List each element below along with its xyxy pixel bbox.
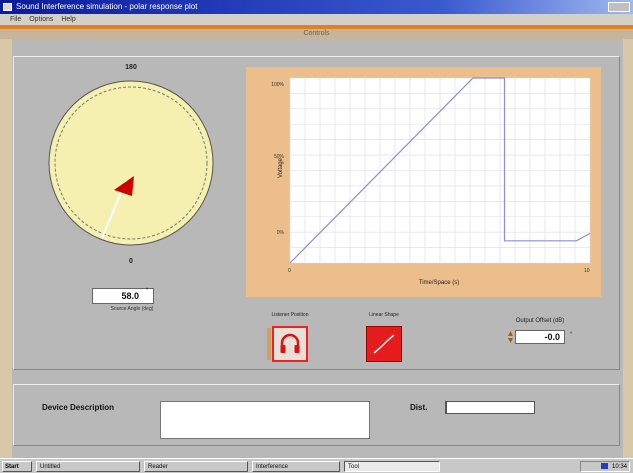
taskbar-item-active[interactable]: Tool: [344, 461, 440, 472]
taskbar-item[interactable]: Interference: [252, 461, 340, 472]
panel-subtitle: Controls: [0, 29, 633, 39]
angle-caption: Source Angle (deg): [110, 306, 154, 312]
description-field[interactable]: [160, 401, 370, 439]
distance-label: Dist.: [410, 403, 428, 412]
taskbar-item[interactable]: Reader: [144, 461, 248, 472]
dial-pointer-icon[interactable]: [114, 176, 134, 196]
frame-right: [623, 39, 633, 458]
headphone-spinner[interactable]: [266, 326, 272, 362]
taskbar: Start Untitled Reader Interference Tool …: [0, 458, 633, 473]
dial-top-label: 180: [125, 64, 137, 71]
y-tick-label: 50%: [273, 154, 284, 160]
chart-y-label: Voltage: [278, 157, 284, 179]
offset-spinner[interactable]: [507, 330, 514, 344]
controls-section: [13, 56, 620, 370]
title-bar: Sound Interference simulation - polar re…: [0, 0, 633, 14]
dial-bottom-label: 0: [129, 258, 133, 265]
window-controls[interactable]: [608, 2, 630, 12]
menu-file[interactable]: File: [10, 16, 22, 23]
polar-dial[interactable]: [46, 78, 216, 248]
accent-strip: [0, 25, 633, 29]
headphone-button[interactable]: [272, 326, 308, 362]
y-tick-label: 100%: [271, 82, 284, 88]
offset-input[interactable]: -0.0: [515, 330, 565, 344]
tray-clock: 10:34: [611, 464, 627, 470]
headphone-label: Listener Position: [271, 312, 309, 318]
x-tick-label: 0: [288, 268, 291, 274]
dial-tick-ring: [54, 86, 208, 240]
menu-bar: File Options Help: [0, 14, 633, 25]
chart-x-label: Time/Space (s): [418, 280, 460, 286]
description-section: [13, 384, 620, 446]
chart-series: [289, 77, 591, 264]
series-line: [289, 77, 591, 264]
taskbar-item[interactable]: Untitled: [36, 461, 140, 472]
ramp-curve-icon: [373, 334, 395, 354]
app-icon: [3, 3, 12, 11]
chart-grid: [289, 77, 591, 264]
tray-network-icon: [600, 463, 608, 470]
window-title: Sound Interference simulation - polar re…: [16, 2, 198, 11]
dial-face: [48, 80, 214, 246]
response-chart: [289, 77, 591, 264]
system-tray: 10:34: [580, 461, 630, 472]
angle-unit: °: [146, 288, 149, 294]
headphone-icon: [280, 333, 300, 353]
curve-button[interactable]: [366, 326, 402, 362]
offset-unit: °: [570, 332, 573, 338]
frame-left: [0, 39, 12, 458]
angle-input[interactable]: 58.0: [92, 288, 154, 304]
start-button[interactable]: Start: [2, 461, 32, 472]
curve-label: Linear Shape: [369, 312, 399, 318]
description-label: Device Description: [42, 403, 115, 412]
x-tick-label: 10: [584, 268, 590, 274]
menu-options[interactable]: Options: [29, 16, 54, 23]
y-tick-label: 0%: [276, 230, 284, 236]
offset-label: Output Offset (dB): [515, 318, 565, 324]
distance-field[interactable]: [445, 401, 535, 414]
menu-help[interactable]: Help: [61, 16, 76, 23]
